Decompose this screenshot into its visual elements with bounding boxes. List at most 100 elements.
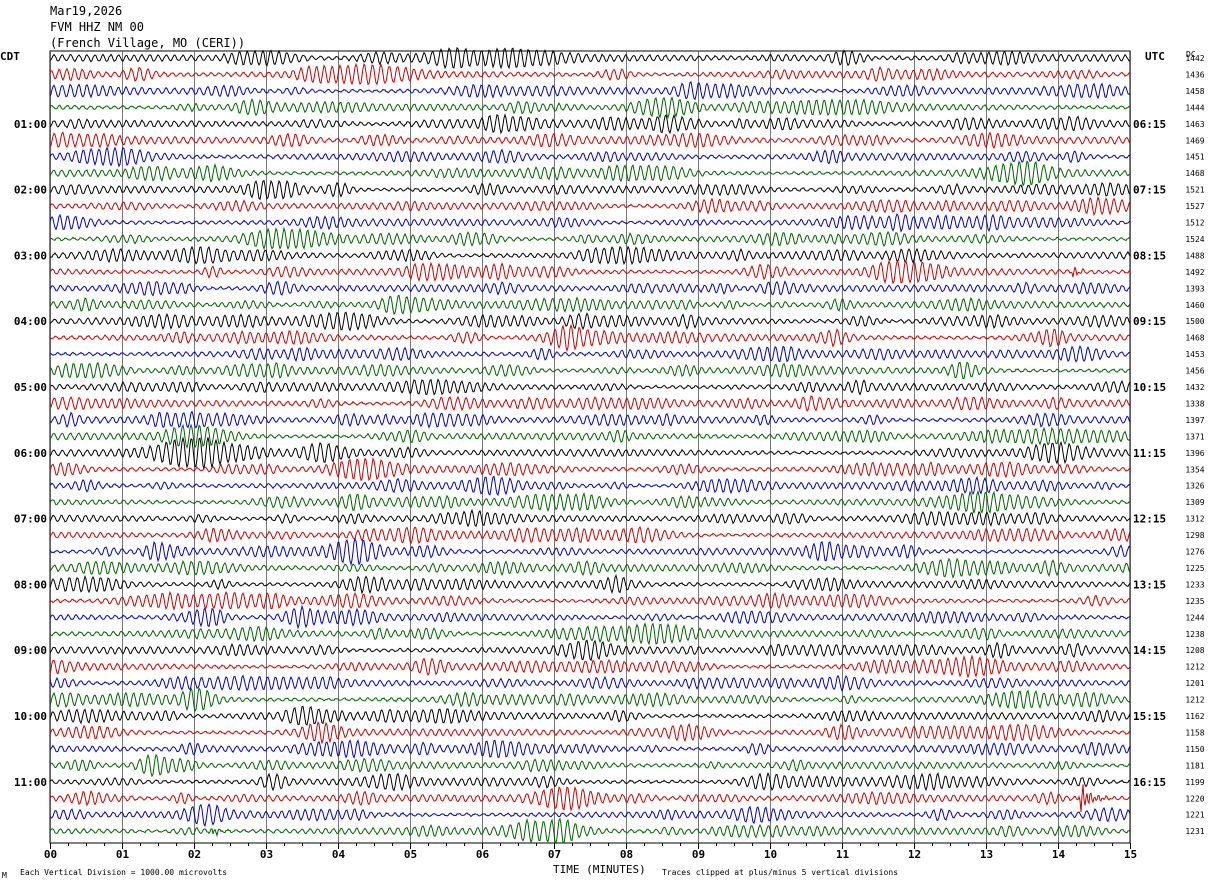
trace-line-41: [49, 720, 1131, 745]
dc-offset-label: 1201: [1185, 679, 1204, 688]
x-tick-label-01: 01: [116, 848, 130, 861]
x-tick-label-00: 00: [44, 848, 57, 861]
dc-offset-label: 1527: [1185, 202, 1204, 211]
cdt-hour-label: 03:00: [14, 249, 47, 262]
utc-hour-label: 10:15: [1133, 381, 1166, 394]
trace-line-46: [49, 802, 1131, 828]
right-axis-title: UTC: [1145, 50, 1165, 63]
dc-offset-label: 1150: [1185, 745, 1204, 754]
dc-offset-label: 1298: [1185, 531, 1204, 540]
utc-hour-label: 15:15: [1133, 710, 1166, 723]
dc-title: DC: [1186, 50, 1196, 59]
cdt-hour-label: 02:00: [14, 184, 47, 197]
dc-offset-label: 1231: [1185, 827, 1204, 836]
dc-offset-label: 1220: [1185, 794, 1204, 803]
dc-offset-label: 1456: [1185, 367, 1204, 376]
x-axis-title: TIME (MINUTES): [553, 863, 646, 876]
trace-line-25: [49, 457, 1131, 482]
dc-offset-label: 1397: [1185, 416, 1204, 425]
trace-line-3: [49, 96, 1131, 119]
x-tick-label-15: 15: [1124, 848, 1137, 861]
trace-line-32: [49, 573, 1131, 595]
trace-line-40: [49, 705, 1131, 726]
dc-offset-label: 1442: [1185, 54, 1204, 63]
dc-offset-label: 1492: [1185, 268, 1204, 277]
dc-offset-label: 1221: [1185, 811, 1204, 820]
dc-offset-label: 1276: [1185, 548, 1204, 557]
dc-offset-label: 1354: [1185, 465, 1204, 474]
dc-offset-label: 1451: [1185, 153, 1204, 162]
trace-line-1: [49, 62, 1131, 86]
x-tick-label-14: 14: [1052, 848, 1066, 861]
trace-line-30: [49, 537, 1131, 567]
dc-offset-label: 1393: [1185, 284, 1204, 293]
utc-hour-label: 13:15: [1133, 578, 1166, 591]
header-date: Mar19,2026: [50, 4, 123, 18]
header-location: (French Village, MO (CERI)): [50, 36, 246, 50]
trace-line-21: [49, 395, 1131, 412]
dc-offset-label: 1458: [1185, 87, 1204, 96]
trace-line-43: [49, 753, 1131, 778]
trace-line-12: [49, 245, 1131, 266]
x-tick-label-02: 02: [188, 848, 201, 861]
dc-offset-label: 1488: [1185, 251, 1204, 260]
dc-offset-label: 1212: [1185, 663, 1204, 672]
trace-line-23: [49, 423, 1131, 450]
dc-offset-label: 1432: [1185, 383, 1204, 392]
clip-note: Traces clipped at plus/minus 5 vertical …: [662, 868, 899, 877]
dc-offset-label: 1225: [1185, 564, 1204, 573]
x-tick-label-04: 04: [332, 848, 346, 861]
dc-offset-label: 1436: [1185, 70, 1204, 79]
cdt-hour-label: 09:00: [14, 644, 47, 657]
x-tick-label-08: 08: [620, 848, 633, 861]
cdt-hour-label: 05:00: [14, 381, 47, 394]
trace-line-14: [49, 280, 1131, 297]
trace-line-37: [49, 654, 1131, 679]
trace-line-10: [49, 213, 1131, 233]
trace-line-7: [49, 160, 1131, 187]
cdt-hour-label: 04:00: [14, 315, 47, 328]
utc-hour-label: 16:15: [1133, 776, 1166, 789]
trace-line-39: [49, 686, 1131, 713]
dc-offset-label: 1326: [1185, 482, 1204, 491]
dc-offset-label: 1460: [1185, 301, 1204, 310]
header-station: FVM HHZ NM 00: [50, 20, 144, 34]
trace-line-22: [49, 410, 1131, 429]
cdt-hour-label: 01:00: [14, 118, 47, 131]
x-tick-label-05: 05: [404, 848, 417, 861]
utc-hour-label: 09:15: [1133, 315, 1166, 328]
trace-line-24: [49, 436, 1131, 471]
dc-offset-label: 1233: [1185, 580, 1204, 589]
dc-offset-label: 1181: [1185, 761, 1204, 770]
trace-line-15: [49, 294, 1131, 315]
left-axis-title: CDT: [0, 50, 20, 63]
dc-offset-label: 1444: [1185, 103, 1204, 112]
dc-offset-label: 1199: [1185, 778, 1204, 787]
trace-line-9: [49, 195, 1131, 217]
dc-offset-label: 1500: [1185, 317, 1204, 326]
dc-offset-label: 1396: [1185, 449, 1204, 458]
dc-offset-label: 1521: [1185, 186, 1204, 195]
x-tick-label-10: 10: [764, 848, 777, 861]
trace-line-29: [49, 525, 1131, 545]
trace-line-16: [49, 311, 1131, 332]
trace-line-44: [49, 771, 1131, 792]
utc-hour-label: 12:15: [1133, 513, 1166, 526]
trace-line-17: [50, 323, 1131, 353]
dc-offset-label: 1371: [1185, 432, 1204, 441]
trace-line-27: [49, 489, 1131, 514]
trace-line-5: [49, 131, 1131, 149]
trace-line-42: [49, 739, 1131, 760]
dc-offset-label: 1244: [1185, 613, 1204, 622]
plot-frame: [49, 50, 1131, 844]
cdt-hour-label: 07:00: [14, 513, 47, 526]
trace-line-8: [49, 179, 1131, 201]
dc-offset-label: 1463: [1185, 120, 1204, 129]
dc-offset-label: 1158: [1185, 728, 1204, 737]
vertical-division-note: Each Vertical Division = 1000.00 microvo…: [20, 868, 228, 877]
trace-line-35: [49, 622, 1131, 646]
dc-offset-label: 1468: [1185, 334, 1204, 343]
x-tick-label-07: 07: [548, 848, 561, 861]
utc-hour-label: 08:15: [1133, 249, 1166, 262]
